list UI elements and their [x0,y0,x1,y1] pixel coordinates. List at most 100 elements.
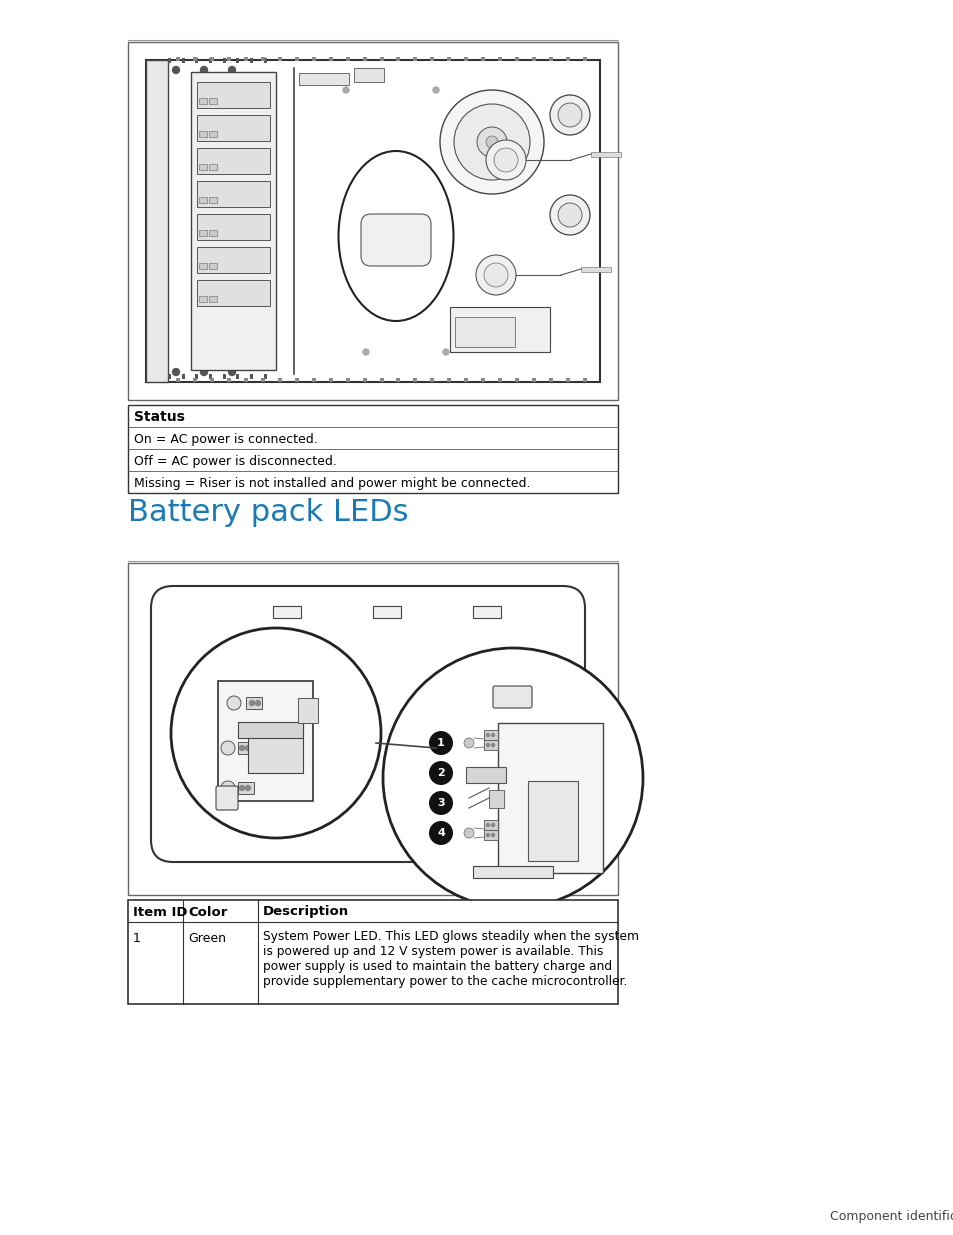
Circle shape [486,834,489,836]
Bar [146,61,599,382]
Bar [196,148,270,174]
Bar [455,317,515,347]
Bar [396,57,400,61]
Text: Status: Status [133,410,185,424]
Bar [464,378,468,382]
Bar [128,405,618,493]
Text: 4: 4 [436,827,444,839]
Bar [532,378,536,382]
Circle shape [200,67,208,74]
Bar [260,57,265,61]
Bar [146,61,168,382]
Bar [345,57,349,61]
Bar [465,767,505,783]
Bar [209,131,216,137]
Circle shape [442,350,449,354]
Bar [199,230,207,236]
Bar [590,152,620,157]
Bar [582,57,586,61]
Circle shape [343,86,349,93]
Bar [450,308,550,352]
Bar [196,82,270,107]
Bar [209,263,216,269]
Bar [456,745,459,753]
Bar [193,57,196,61]
Bar [328,57,333,61]
Bar [440,745,444,753]
FancyBboxPatch shape [151,585,584,862]
Text: Battery pack LEDs: Battery pack LEDs [128,498,408,527]
Bar [580,267,610,272]
Bar [312,57,315,61]
Text: On = AC power is connected.: On = AC power is connected. [133,432,317,446]
Bar [237,722,303,739]
Bar [227,378,231,382]
Text: 2: 2 [436,768,444,778]
Bar [222,58,226,63]
Bar [294,57,298,61]
Bar [209,374,212,379]
Bar [294,378,298,382]
Bar [362,57,366,61]
Bar [497,57,501,61]
Circle shape [172,368,179,375]
Ellipse shape [338,151,453,321]
Bar [236,374,239,379]
Bar [218,680,313,802]
Bar [328,378,333,382]
Bar [209,198,216,203]
Bar [430,378,434,382]
Bar [195,374,198,379]
Text: Component identification    19: Component identification 19 [829,1210,953,1223]
Circle shape [439,90,543,194]
Bar [549,57,553,61]
Bar [354,68,384,82]
Circle shape [486,743,489,746]
Circle shape [239,785,244,790]
Bar [312,378,315,382]
Circle shape [227,697,241,710]
Bar [480,57,485,61]
Bar [497,722,602,873]
Bar [277,378,281,382]
Bar [436,745,439,753]
Bar [532,57,536,61]
Bar [515,57,518,61]
Circle shape [429,731,453,755]
Bar [199,131,207,137]
Bar [413,378,417,382]
Circle shape [433,86,438,93]
Bar [196,280,270,306]
Bar [181,374,185,379]
Bar [483,820,497,830]
Circle shape [491,734,494,736]
Bar [168,374,171,379]
Bar [483,730,497,740]
Bar [297,698,317,722]
Circle shape [494,148,517,172]
Bar [473,606,500,618]
Circle shape [454,104,530,180]
Bar [373,606,400,618]
Bar [396,378,400,382]
Circle shape [486,734,489,736]
Bar [565,378,570,382]
FancyBboxPatch shape [360,214,431,266]
Bar [244,378,248,382]
Text: Off = AC power is disconnected.: Off = AC power is disconnected. [133,454,336,468]
Bar [298,73,349,85]
Circle shape [550,195,589,235]
Circle shape [485,136,497,148]
Circle shape [221,741,234,755]
Bar [209,98,216,104]
Bar [464,57,468,61]
Text: 1: 1 [132,932,141,945]
Bar [413,57,417,61]
Bar [222,374,226,379]
Circle shape [486,824,489,826]
Text: Item ID: Item ID [132,905,188,919]
Bar [451,745,455,753]
Text: Missing = Riser is not installed and power might be connected.: Missing = Riser is not installed and pow… [133,477,530,489]
Bar [210,378,213,382]
Bar [236,58,239,63]
